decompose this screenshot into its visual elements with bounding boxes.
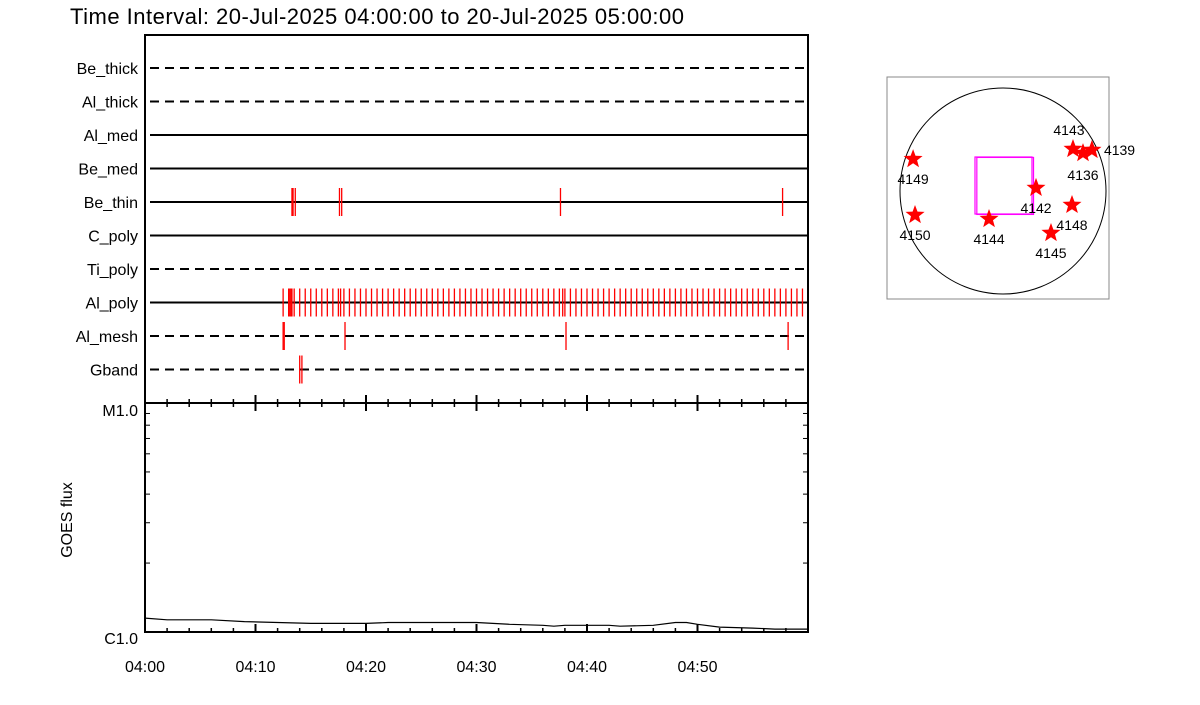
ytick-label-bottom: C1.0 bbox=[104, 631, 138, 648]
x-tick-label: 04:10 bbox=[235, 659, 275, 676]
x-tick-label: 04:20 bbox=[346, 659, 386, 676]
x-tick-label: 04:50 bbox=[677, 659, 717, 676]
x-tick-label: 04:40 bbox=[567, 659, 607, 676]
filter-label: Al_med bbox=[84, 128, 138, 145]
active-region-star bbox=[1062, 195, 1082, 213]
filter-label: Al_mesh bbox=[76, 329, 138, 346]
filter-label: Be_med bbox=[78, 162, 138, 179]
goes-flux-line bbox=[144, 617, 808, 630]
active-region-label: 4144 bbox=[973, 231, 1004, 247]
goes-frame bbox=[144, 402, 809, 633]
active-region-star bbox=[903, 149, 923, 168]
active-region-star bbox=[1082, 140, 1102, 159]
goes-flux-panel: GOES flux M1.0 C1.0 04:00 04:10 04:20 04:30… bbox=[59, 395, 809, 676]
solar-limb bbox=[899, 87, 1107, 295]
filter-label: Gband bbox=[90, 363, 138, 380]
filter-label: Al_poly bbox=[86, 296, 138, 313]
active-region-star bbox=[1073, 143, 1093, 162]
x-tick-label: 04:00 bbox=[125, 659, 165, 676]
active-region-star bbox=[905, 205, 925, 224]
active-region-label: 4136 bbox=[1067, 167, 1098, 183]
filter-label: Al_thick bbox=[82, 95, 139, 112]
active-region-label: 4139 bbox=[1104, 142, 1135, 158]
filter-timeline-panel: Be_thick Al_thick Al_med Be_med Be_thin C_pol… bbox=[76, 34, 809, 404]
active-region-label: 4145 bbox=[1035, 245, 1066, 261]
active-region-star bbox=[979, 209, 999, 228]
filter-label: Ti_poly bbox=[87, 262, 138, 279]
disk-frame bbox=[886, 76, 1110, 300]
active-region-star bbox=[1063, 139, 1083, 158]
active-region-label: 4143 bbox=[1053, 122, 1084, 138]
active-region-star bbox=[1026, 177, 1046, 196]
active-region-label: 4149 bbox=[898, 171, 929, 187]
x-tick-label: 04:30 bbox=[456, 659, 496, 676]
active-region-label: 4142 bbox=[1020, 200, 1051, 216]
filter-label: Be_thin bbox=[84, 195, 138, 212]
filter-label: C_poly bbox=[88, 229, 138, 246]
active-region-label: 4150 bbox=[899, 227, 930, 243]
plot-title: Time Interval: 20-Jul-2025 04:00:00 to 2… bbox=[70, 4, 685, 29]
goes-ylabel: GOES flux bbox=[59, 482, 76, 558]
active-region-label: 4148 bbox=[1056, 217, 1087, 233]
active-region-star bbox=[1041, 223, 1061, 242]
ytick-label-top: M1.0 bbox=[102, 403, 138, 420]
solar-disk-panel: 4149 4150 4144 4142 4148 4145 4143 4136 4139 bbox=[886, 76, 1135, 300]
filter-label: Be_thick bbox=[77, 61, 139, 78]
timeline-frame bbox=[144, 34, 809, 404]
